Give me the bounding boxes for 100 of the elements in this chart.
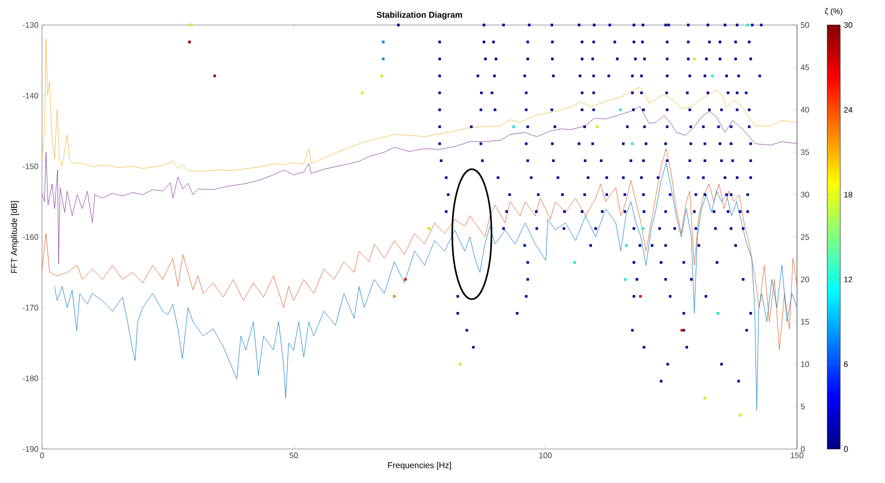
point xyxy=(580,58,584,60)
point xyxy=(750,24,754,26)
point xyxy=(726,210,730,213)
point xyxy=(512,125,515,128)
point xyxy=(736,176,738,179)
point xyxy=(660,380,662,382)
point xyxy=(472,346,475,349)
point xyxy=(624,210,626,213)
point xyxy=(682,312,686,315)
point xyxy=(714,227,717,230)
point xyxy=(639,295,642,298)
point xyxy=(552,159,555,162)
point xyxy=(482,24,486,26)
point xyxy=(625,244,628,247)
point xyxy=(607,74,610,78)
point xyxy=(642,210,646,213)
point xyxy=(632,295,636,298)
point xyxy=(725,193,728,196)
point xyxy=(643,58,646,60)
point xyxy=(642,24,644,26)
point xyxy=(552,74,555,78)
point xyxy=(438,40,441,44)
point xyxy=(605,176,608,179)
point xyxy=(526,58,530,60)
point xyxy=(664,24,667,26)
point xyxy=(550,108,554,112)
point xyxy=(446,193,450,196)
point xyxy=(592,40,595,44)
point xyxy=(738,414,742,416)
point xyxy=(748,125,750,128)
point xyxy=(438,108,441,112)
point xyxy=(702,125,705,128)
point xyxy=(642,108,645,112)
point xyxy=(536,193,540,196)
point xyxy=(535,227,538,230)
point xyxy=(476,74,480,78)
line-series xyxy=(42,38,798,172)
point xyxy=(188,40,191,44)
point xyxy=(730,193,732,196)
point xyxy=(631,74,634,78)
point xyxy=(734,244,737,247)
point xyxy=(440,159,442,162)
point xyxy=(591,58,594,60)
point xyxy=(608,24,612,26)
point xyxy=(686,40,690,44)
point xyxy=(664,244,667,247)
point xyxy=(746,210,749,213)
point xyxy=(190,24,192,26)
point xyxy=(622,176,625,179)
point xyxy=(526,40,530,44)
point xyxy=(470,125,473,128)
point xyxy=(688,74,692,78)
point xyxy=(706,24,710,26)
point xyxy=(624,193,626,196)
point xyxy=(664,210,667,213)
point xyxy=(526,261,530,264)
point xyxy=(480,142,482,146)
point xyxy=(404,278,407,281)
point xyxy=(551,58,554,60)
point xyxy=(634,58,637,60)
point xyxy=(667,24,670,26)
point xyxy=(736,24,738,26)
line-series xyxy=(42,106,798,264)
point xyxy=(690,142,692,146)
point xyxy=(584,159,586,162)
point xyxy=(600,159,603,162)
point xyxy=(658,227,661,230)
point xyxy=(524,142,528,146)
point xyxy=(704,295,708,298)
point xyxy=(705,58,708,60)
point xyxy=(666,159,668,162)
point xyxy=(563,210,566,213)
point xyxy=(720,362,723,366)
point xyxy=(690,278,693,281)
point xyxy=(641,40,644,44)
point xyxy=(748,40,750,44)
point xyxy=(397,24,400,26)
point xyxy=(682,261,686,264)
point xyxy=(589,244,592,247)
point xyxy=(626,125,629,128)
point xyxy=(730,227,732,230)
point xyxy=(561,193,564,196)
point xyxy=(631,328,634,332)
point xyxy=(592,92,595,94)
point xyxy=(642,346,646,349)
point xyxy=(484,58,487,60)
point xyxy=(640,92,643,94)
point xyxy=(516,312,518,315)
point xyxy=(749,159,752,162)
point xyxy=(438,58,441,60)
point xyxy=(748,108,750,112)
point xyxy=(583,125,586,128)
point xyxy=(704,396,706,400)
point xyxy=(668,193,672,196)
point xyxy=(718,58,722,60)
point xyxy=(458,362,462,366)
point xyxy=(624,278,627,281)
point xyxy=(686,24,690,26)
point xyxy=(712,210,716,213)
point xyxy=(573,261,576,264)
